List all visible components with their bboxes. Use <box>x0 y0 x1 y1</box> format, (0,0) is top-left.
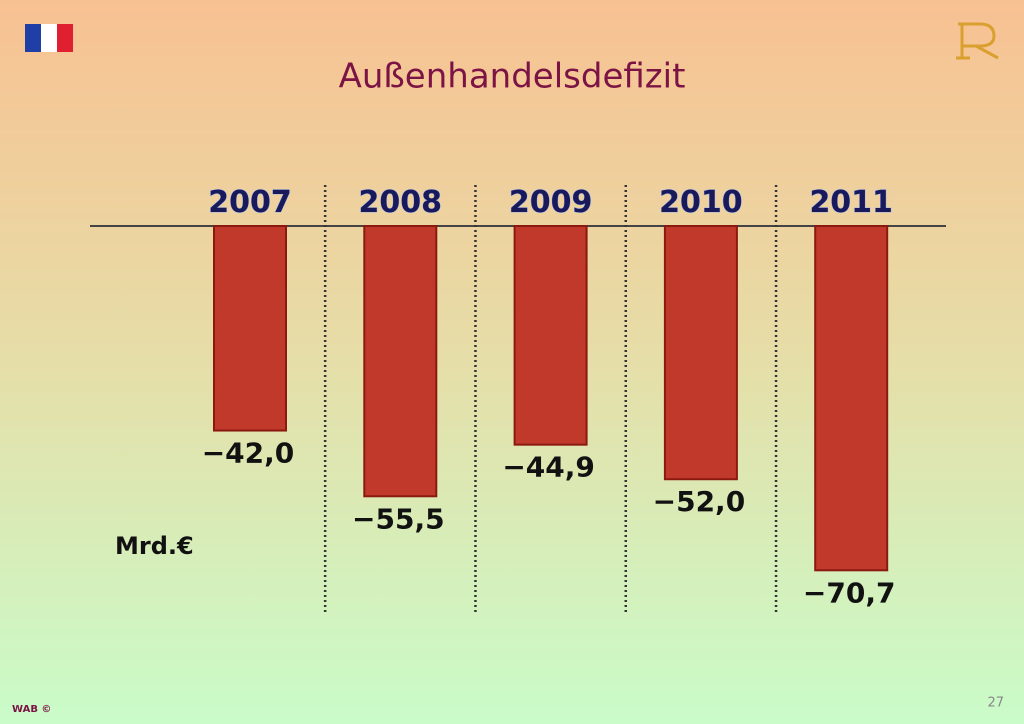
bar <box>513 225 588 446</box>
x-tick-label: 2008 <box>359 185 443 220</box>
bar <box>663 225 738 481</box>
x-tick-label: 2007 <box>208 185 292 220</box>
value-label: −55,5 <box>352 502 445 535</box>
x-tick-label: 2011 <box>809 185 893 220</box>
bar <box>814 225 889 572</box>
logo <box>956 22 999 60</box>
x-tick-label: 2010 <box>659 185 743 220</box>
flag <box>25 24 73 52</box>
footer-credit: WAB © <box>12 704 51 715</box>
bar <box>213 225 287 432</box>
value-label: −70,7 <box>803 576 896 609</box>
unit-label: Mrd.€ <box>115 532 194 560</box>
plot: 2007 −42,0 2008 −55,5 2009 −44,9 2010 −52,0 2011… <box>202 185 896 612</box>
chart-title: Außenhandelsdefizit <box>339 57 686 97</box>
page-number: 27 <box>987 696 1004 711</box>
bar <box>363 225 438 498</box>
value-label: −44,9 <box>502 451 595 484</box>
value-label: −52,0 <box>653 485 746 518</box>
x-tick-label: 2009 <box>509 185 593 220</box>
value-label: −42,0 <box>202 437 295 470</box>
